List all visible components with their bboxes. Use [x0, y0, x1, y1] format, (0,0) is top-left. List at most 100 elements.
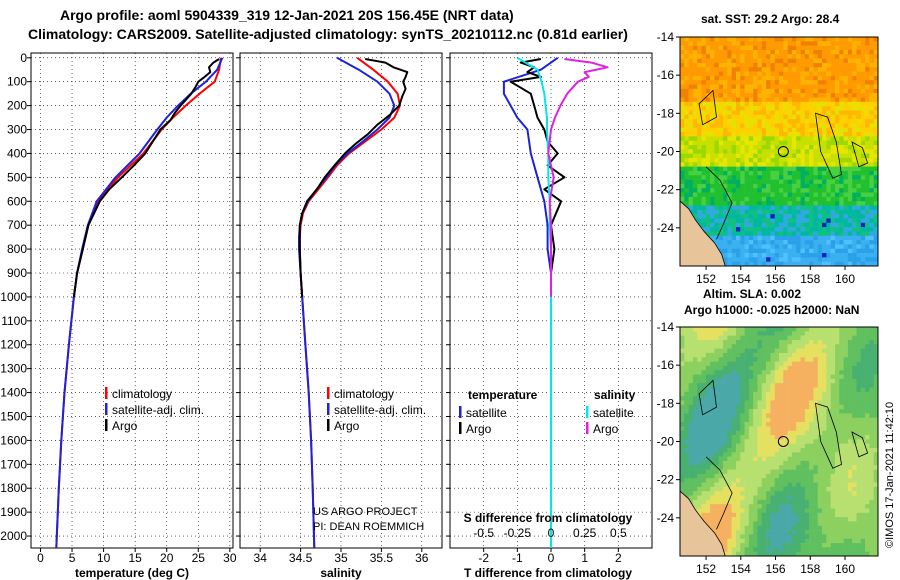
map-cell	[860, 525, 866, 531]
map-cell	[753, 447, 758, 453]
map-cell	[770, 132, 775, 137]
map-cell	[753, 391, 758, 397]
map-cell	[839, 119, 844, 124]
map-cell	[731, 378, 737, 384]
map-cell	[723, 512, 728, 518]
map-cell	[869, 58, 874, 64]
map-cell	[791, 473, 797, 479]
map-cell	[856, 404, 862, 410]
map-cell	[783, 447, 788, 453]
map-cell	[843, 465, 849, 470]
map-cell	[791, 486, 797, 492]
map-cell	[718, 331, 724, 336]
map-cell	[757, 218, 763, 224]
map-cell	[843, 240, 849, 245]
map-cell	[809, 205, 814, 211]
map-cell	[697, 430, 702, 436]
map-cell	[852, 400, 857, 406]
map-cell	[701, 49, 707, 55]
map-cell	[705, 327, 711, 332]
map-cell	[847, 140, 853, 146]
map-cell	[774, 391, 780, 397]
map-cell	[830, 499, 836, 505]
map-cell	[869, 235, 874, 241]
map-cell	[723, 383, 728, 388]
map-cell	[787, 443, 793, 449]
map-cell	[766, 504, 771, 509]
map-cell	[731, 183, 737, 189]
map-cell	[800, 54, 806, 59]
map-cell	[852, 80, 857, 85]
map-cell	[817, 348, 823, 354]
map-cell	[697, 404, 702, 410]
map-cell	[779, 149, 784, 154]
map-cell	[779, 378, 784, 384]
map-cell	[744, 469, 750, 475]
map-cell	[680, 413, 685, 419]
map-cell	[753, 192, 758, 198]
map-cell	[735, 486, 741, 492]
map-cell	[753, 244, 758, 250]
map-cell	[822, 543, 827, 548]
map-cell	[852, 201, 857, 206]
map-cell	[731, 473, 737, 479]
map-cell	[766, 482, 771, 488]
map-cell	[796, 465, 801, 470]
map-cell	[766, 443, 771, 449]
map-cell	[826, 145, 831, 150]
map-cell	[809, 218, 814, 224]
map-cell	[723, 378, 728, 384]
map-cell	[761, 478, 767, 483]
map-cell	[873, 344, 878, 349]
map-cell	[735, 227, 741, 232]
map-cell	[701, 352, 707, 358]
map-cell	[779, 543, 784, 548]
map-cell	[796, 54, 801, 59]
map-cell	[753, 231, 758, 237]
map-cell	[718, 400, 724, 406]
map-cell	[813, 525, 819, 531]
map-cell	[817, 335, 823, 341]
map-cell	[710, 348, 715, 354]
map-cell	[826, 222, 831, 228]
map-cell	[727, 365, 732, 371]
map-cell	[822, 227, 827, 232]
map-cell	[718, 248, 724, 254]
map-cell	[740, 348, 745, 354]
map-cell	[783, 512, 788, 518]
map-cell	[770, 422, 775, 427]
map-cell	[860, 49, 866, 55]
map-cell	[731, 97, 737, 103]
map-cell	[710, 231, 715, 237]
map-cell	[804, 378, 810, 384]
map-cell	[869, 430, 874, 436]
map-cell	[791, 374, 797, 380]
map-cell	[860, 248, 866, 254]
map-cell	[779, 257, 784, 262]
map-cell	[847, 71, 853, 77]
map-cell	[718, 123, 724, 129]
map-cell	[791, 49, 797, 55]
map-cell	[753, 136, 758, 141]
map-cell	[796, 473, 801, 479]
map-cell	[740, 456, 745, 462]
map-cell	[826, 101, 831, 107]
map-cell	[684, 478, 689, 483]
map-cell	[787, 136, 793, 141]
map-cell	[710, 517, 715, 522]
map-cell	[873, 426, 878, 431]
map-cell	[740, 491, 745, 496]
map-cell	[856, 396, 862, 401]
map-cell	[791, 370, 797, 375]
map-cell	[753, 205, 758, 211]
map-cell	[770, 430, 775, 436]
map-cell	[714, 62, 720, 68]
map-cell	[774, 114, 780, 120]
map-cell	[718, 244, 724, 250]
map-cell	[826, 209, 831, 215]
map-cell	[826, 49, 831, 55]
map-cell	[869, 175, 874, 180]
map-cell	[727, 222, 732, 228]
map-cell	[697, 119, 702, 124]
map-cell	[856, 80, 862, 85]
